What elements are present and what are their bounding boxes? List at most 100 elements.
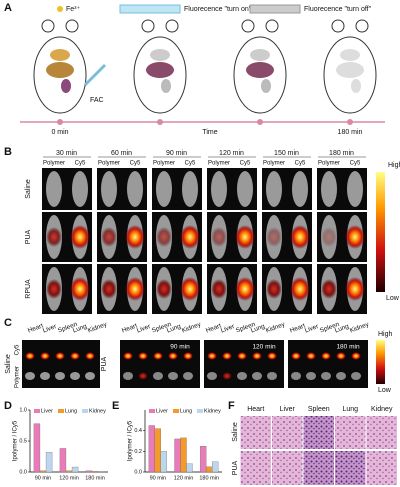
- panels: A B C D E F Fe³⁺ Fluorecence "turn on" Fluorecen…: [4, 2, 400, 485]
- label: Cy5: [75, 161, 86, 167]
- bar: [59, 448, 67, 473]
- bar: [212, 461, 219, 473]
- label: Liver: [304, 323, 320, 335]
- label: RPUA: [25, 279, 32, 299]
- label: 60 min: [111, 150, 132, 157]
- label: 180 min: [329, 150, 354, 157]
- organ-signal: [321, 352, 331, 360]
- organ-polymer: [336, 372, 346, 380]
- histology: [272, 416, 303, 449]
- bar: [71, 466, 79, 473]
- bar: [160, 451, 167, 473]
- mouse-image: [266, 171, 282, 207]
- kidney: [261, 79, 271, 93]
- y-tick-label: 0.4: [134, 428, 142, 434]
- lung: [150, 49, 170, 61]
- organ-signal: [25, 352, 35, 360]
- label: 150 min: [274, 150, 299, 157]
- signal: [321, 227, 337, 247]
- label: 0 min: [51, 129, 68, 136]
- mouse-image: [292, 171, 308, 207]
- organ-frame: [22, 340, 100, 388]
- organ-frame: [288, 340, 368, 388]
- label: Polymer: [15, 366, 21, 388]
- mouse-image: [46, 171, 62, 207]
- organ-signal: [351, 352, 361, 360]
- y-tick-label: 0.2: [134, 449, 142, 455]
- legend-label: Lung: [65, 408, 77, 414]
- mouse-image: [347, 171, 363, 207]
- mouse-image: [101, 171, 117, 207]
- organ-signal: [168, 352, 178, 360]
- label: PUA: [25, 229, 32, 244]
- organ-polymer: [306, 372, 316, 380]
- legend-swatch: [34, 409, 40, 413]
- label: Cy5: [295, 161, 306, 167]
- signal: [180, 225, 200, 249]
- organ-polymer: [55, 372, 65, 380]
- bar: [154, 428, 161, 473]
- histology: [335, 451, 366, 485]
- syringe-on: [119, 4, 181, 14]
- kidney: [161, 79, 171, 93]
- time-dot: [157, 119, 163, 125]
- signal: [345, 277, 365, 301]
- legend-swatch: [149, 409, 155, 413]
- histology: [335, 416, 366, 449]
- mouse-ear: [241, 19, 255, 33]
- panel-label: B: [4, 146, 12, 158]
- signal: [46, 279, 62, 299]
- organ-signal: [85, 352, 95, 360]
- legend-swatch: [197, 409, 203, 413]
- y-tick-label: 0.0: [134, 469, 142, 475]
- organ-signal: [336, 352, 346, 360]
- label: Kidney: [87, 321, 109, 335]
- mouse-image: [127, 171, 143, 207]
- signal: [101, 279, 117, 299]
- kidney: [61, 79, 71, 93]
- x-tick-label: 120 min: [59, 475, 79, 481]
- syringe-off: [249, 4, 301, 14]
- organ-signal: [40, 352, 50, 360]
- organ-frame: [204, 340, 284, 388]
- x-tick-label: 180 min: [85, 475, 105, 481]
- mouse-ear: [265, 19, 279, 33]
- lung: [50, 49, 70, 61]
- label: Saline: [5, 354, 12, 374]
- organ-frame: [120, 340, 200, 388]
- column-label: Liver: [280, 406, 296, 413]
- signal: [180, 277, 200, 301]
- mouse-ear: [355, 19, 369, 33]
- histology: [240, 451, 271, 485]
- y-axis-label: Ipolymer / ICy5: [13, 420, 19, 461]
- fe-icon: [57, 6, 63, 12]
- signal: [125, 277, 145, 301]
- x-tick-label: 90 min: [150, 475, 167, 481]
- organ-signal: [237, 352, 247, 360]
- panel-label: E: [112, 400, 119, 412]
- label: Cy5: [185, 161, 196, 167]
- y-tick-label: 1.0: [19, 407, 27, 413]
- x-tick-label: 90 min: [35, 475, 52, 481]
- bar: [180, 437, 187, 473]
- organ-polymer: [267, 372, 277, 380]
- label: Polymer: [263, 161, 285, 167]
- organ-polymer: [321, 372, 331, 380]
- organ-polymer: [207, 372, 217, 380]
- mouse-ear: [41, 19, 55, 33]
- legend-swatch: [82, 409, 88, 413]
- signal: [345, 225, 365, 249]
- label: Cy5: [240, 161, 251, 167]
- signal: [70, 225, 90, 249]
- row-label: Saline: [232, 422, 239, 442]
- label: Fluorecence "turn off": [304, 6, 372, 13]
- liver: [336, 62, 364, 78]
- signal: [321, 279, 337, 299]
- organ-polymer: [291, 372, 301, 380]
- column-label: Spleen: [308, 406, 330, 413]
- column-label: Heart: [247, 406, 264, 413]
- histology: [303, 416, 334, 449]
- color-bar: [376, 172, 385, 292]
- label: Fe³⁺: [66, 6, 81, 13]
- bar: [174, 438, 181, 473]
